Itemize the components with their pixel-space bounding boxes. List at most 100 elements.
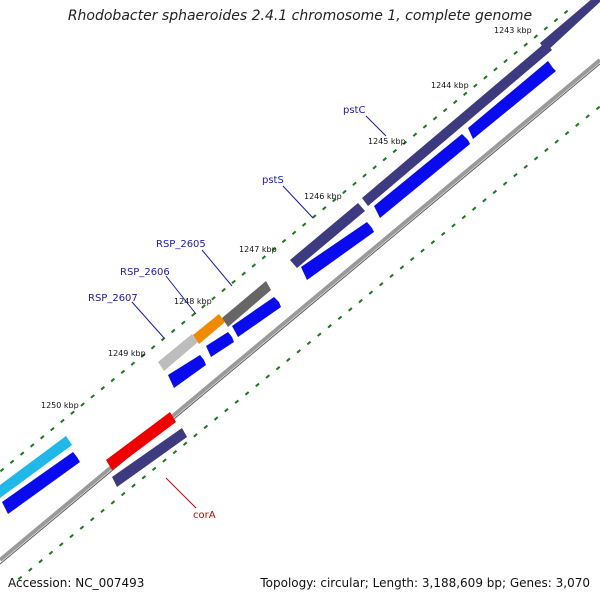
tick-dot <box>372 165 377 170</box>
cds-arrow-RSP_2607[interactable] <box>168 355 206 388</box>
tick-dot <box>160 336 166 342</box>
tick-dot <box>317 332 322 337</box>
tick-dot <box>38 559 43 564</box>
tick-dot <box>306 340 312 346</box>
tick-dot <box>141 475 147 480</box>
tick-dot <box>327 324 332 329</box>
tick-dot <box>193 433 198 438</box>
feature-track <box>0 0 600 498</box>
cds-arrow-pstC[interactable] <box>374 134 470 218</box>
tick-dot <box>378 282 384 287</box>
tick-dot <box>432 116 438 121</box>
tick-dot <box>265 374 270 379</box>
tick-dot <box>412 132 418 137</box>
gene-label-RSP_2605[interactable]: RSP_2605 <box>156 239 206 250</box>
gene-label-pstC[interactable]: pstC <box>343 105 365 116</box>
gene-label-RSP_2606[interactable]: RSP_2606 <box>120 267 170 278</box>
tick-label: 1248 kbp <box>174 297 212 306</box>
tick-dot <box>311 214 317 219</box>
tick-dot <box>110 377 116 383</box>
tick-dot <box>9 459 15 464</box>
feature-pstS-slate[interactable] <box>290 203 365 268</box>
feature-top-slate[interactable] <box>540 0 600 52</box>
tick-dot <box>399 265 405 270</box>
tick-dot <box>382 157 387 162</box>
tick-dot <box>151 466 157 472</box>
gene-leader-lines <box>131 115 387 509</box>
tick-dot <box>130 361 136 366</box>
tick-dot <box>60 418 65 424</box>
tick-dot <box>234 399 240 404</box>
tick-dot <box>0 467 5 473</box>
accession-label: Accession: NC_007493 <box>8 576 145 590</box>
tick-dot <box>482 198 487 203</box>
tick-dot <box>554 139 559 144</box>
tick-dot <box>337 315 343 320</box>
cds-arrow-corA-slate[interactable] <box>112 428 187 487</box>
feature-RSP_2606-orange[interactable] <box>193 314 225 344</box>
tick-dot <box>110 500 116 505</box>
tick-dot <box>213 416 219 421</box>
tick-dot <box>513 50 518 56</box>
tick-dot <box>442 107 448 113</box>
tick-dot <box>389 273 394 279</box>
tick-dot <box>182 441 188 446</box>
tick-dot <box>251 263 257 268</box>
tick-dot <box>221 287 226 293</box>
tick-dot <box>595 105 600 111</box>
cds-arrow-RSP_2606[interactable] <box>206 332 234 357</box>
genome-backbone <box>0 58 600 562</box>
tick-dot <box>523 42 528 47</box>
tick-dot <box>502 181 508 186</box>
feature-pstC-slate[interactable] <box>362 42 552 206</box>
tick-dot <box>69 533 74 539</box>
feature-RSP_2605-gray[interactable] <box>222 281 271 327</box>
tick-dot <box>430 240 436 245</box>
gene-label-corA[interactable]: corA <box>193 510 216 521</box>
tick-label: 1250 kbp <box>41 401 79 410</box>
cds-arrow-top[interactable] <box>468 61 556 139</box>
cds-arrow-pstS[interactable] <box>301 222 374 280</box>
feature-corA-red[interactable] <box>106 412 176 470</box>
tick-dot <box>422 124 428 129</box>
tick-dot <box>420 248 425 253</box>
tick-dot <box>291 230 297 235</box>
tick-label: 1244 kbp <box>431 81 469 90</box>
tick-dot <box>80 402 85 407</box>
gene-label-RSP_2607[interactable]: RSP_2607 <box>88 293 138 304</box>
tick-dot <box>203 424 209 430</box>
tick-dot <box>162 458 167 463</box>
tick-dot <box>19 451 25 456</box>
tick-dot <box>322 206 327 211</box>
tick-dot <box>120 369 126 375</box>
tick-dot <box>352 181 357 186</box>
leader-RSP_2607 <box>131 301 165 339</box>
gene-label-pstS[interactable]: pstS <box>262 175 284 186</box>
leader-pstC <box>365 115 387 137</box>
tick-dot <box>543 26 549 31</box>
tick-dot <box>332 197 337 203</box>
cds-arrow-RSP_2605[interactable] <box>232 297 281 337</box>
tick-dot <box>358 298 363 304</box>
tick-dot <box>483 75 488 80</box>
tick-dot <box>271 247 277 252</box>
genome-summary: Topology: circular; Length: 3,188,609 bp… <box>260 576 590 590</box>
feature-left-cyan[interactable] <box>0 436 72 498</box>
tick-dot <box>191 312 196 317</box>
feature-RSP_2607-lightgray[interactable] <box>158 334 198 371</box>
tick-dot <box>90 394 95 399</box>
tick-dot <box>452 99 458 105</box>
tick-label: 1243 kbp <box>494 26 532 35</box>
cds-arrow-left[interactable] <box>2 452 80 514</box>
inner-tick-dots <box>17 105 600 581</box>
tick-dot <box>255 382 260 388</box>
outer-tick-dots <box>0 9 569 473</box>
tick-labels: 1243 kbp 1244 kbp 1245 kbp 1246 kbp 1247… <box>41 26 532 410</box>
tick-dot <box>275 366 281 371</box>
cds-track <box>2 61 556 514</box>
tick-dot <box>409 256 415 262</box>
gene-labels: pstC pstS RSP_2605 RSP_2606 RSP_2607 cor… <box>88 105 365 521</box>
tick-dot <box>29 443 35 448</box>
tick-dot <box>348 307 353 312</box>
